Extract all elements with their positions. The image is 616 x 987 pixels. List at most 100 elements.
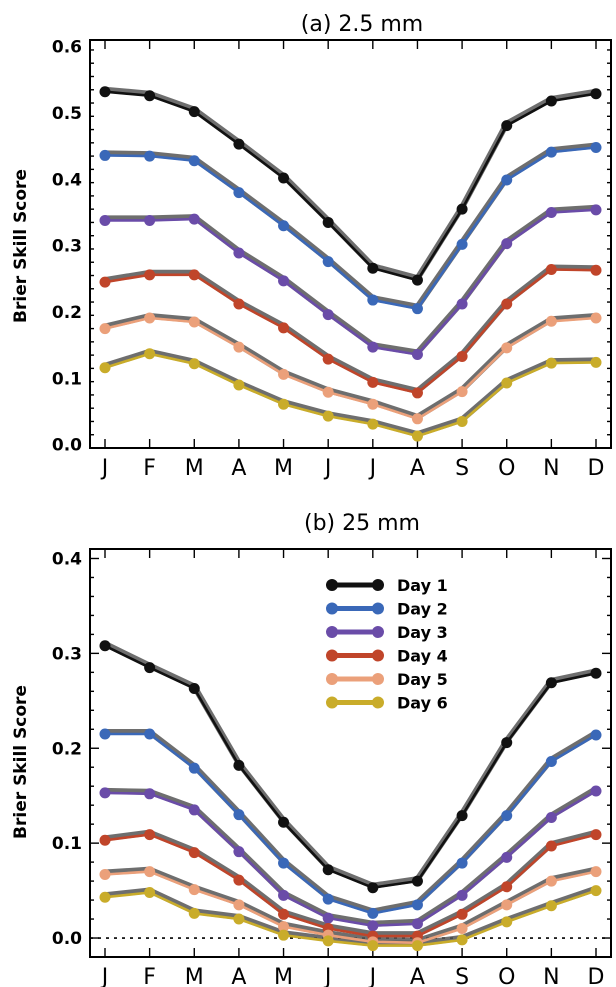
legend-marker-right xyxy=(372,579,384,591)
panel-a-series-point xyxy=(99,323,111,335)
panel-a-series-point xyxy=(590,204,602,216)
panel-a-series-point xyxy=(501,120,513,132)
panel-a-series-point xyxy=(233,379,245,391)
panel-a-series-point xyxy=(456,238,468,250)
panel-a-chart: (a) 2.5 mm Brier Skill Score 0.0 0.1 0.2 0.… xyxy=(11,12,612,481)
panel-b-xtick-label: A xyxy=(231,965,246,987)
panel-b-series-line-3 xyxy=(104,789,597,927)
panel-b-series-point xyxy=(278,816,290,828)
panel-b-ytick-label: 0.2 xyxy=(52,739,82,759)
panel-a-series-point xyxy=(411,413,423,425)
panel-a-series-point xyxy=(590,356,602,368)
panel-a-series-point xyxy=(501,377,513,389)
panel-b-series-point xyxy=(590,667,602,679)
panel-a-ytick-label: 0.3 xyxy=(52,237,82,257)
panel-a-series-point xyxy=(188,155,200,167)
panel-a-series-point xyxy=(188,358,200,370)
panel-a-series-point xyxy=(278,220,290,232)
panel-a-series-point xyxy=(233,187,245,199)
panel-b-series-point xyxy=(144,866,156,878)
panel-b-xtick-label: J xyxy=(323,965,332,987)
panel-a-series-point xyxy=(99,214,111,226)
panel-a-series-point xyxy=(456,203,468,215)
panel-b-xtick-label: A xyxy=(410,965,425,987)
panel-b-series-point xyxy=(411,940,423,952)
panel-b-series-point xyxy=(545,840,557,852)
panel-b-series-point xyxy=(545,812,557,824)
panel-a-ytick-label: 0.4 xyxy=(52,170,82,190)
panel-a-series-point xyxy=(590,312,602,324)
panel-a-series-line-5 xyxy=(104,316,597,421)
panel-a-series-band-4 xyxy=(104,264,597,394)
panel-a-series-point xyxy=(322,386,334,398)
panel-b-series-band-5 xyxy=(104,866,597,944)
panel-b-series-band-3 xyxy=(104,786,598,927)
panel-b-ytick-label: 0.4 xyxy=(52,549,82,569)
panel-b-series-point xyxy=(322,912,334,924)
panel-a-series-point xyxy=(99,276,111,288)
panel-a-series-point xyxy=(590,264,602,276)
legend-marker-right xyxy=(372,673,384,685)
panel-b-series-point xyxy=(590,829,602,841)
panel-a-series-point xyxy=(367,294,379,306)
panel-b-series-point xyxy=(188,804,200,816)
panel-b-series-point xyxy=(411,875,423,887)
panel-b-series-point xyxy=(456,857,468,869)
panel-a-series-point xyxy=(188,106,200,118)
panel-a-series-band-5 xyxy=(104,313,597,420)
panel-b-series-point xyxy=(590,866,602,878)
panel-b-series-point xyxy=(188,847,200,859)
legend-marker-right xyxy=(372,602,384,615)
panel-b-series-point xyxy=(233,874,245,886)
panel-a-ytick-label: 0.1 xyxy=(52,369,82,389)
panel-a-xtick-label: J xyxy=(323,456,332,481)
panel-a-series-point xyxy=(545,357,557,369)
panel-a-xtick-label: S xyxy=(455,456,469,481)
panel-b-series-point xyxy=(501,737,513,749)
panel-b-series-line-2 xyxy=(105,732,597,915)
panel-a-series-point xyxy=(501,298,513,310)
panel-b-series-line-1 xyxy=(104,644,597,889)
panel-b-series-line-4 xyxy=(104,833,597,938)
panel-a-series-point xyxy=(278,322,290,334)
panel-a-series-point xyxy=(322,256,334,268)
panel-b-series-point xyxy=(367,907,379,919)
panel-b-xtick-label: S xyxy=(455,965,469,987)
legend-marker-left xyxy=(326,579,338,591)
panel-b-series-point xyxy=(278,908,290,920)
panel-a-ytick-label: 0.6 xyxy=(52,38,82,58)
legend-label-5: Day 5 xyxy=(397,670,448,689)
panel-a-ytick-label: 0.5 xyxy=(52,104,82,124)
panel-a-series-point xyxy=(367,376,379,388)
panel-b-series-point xyxy=(456,889,468,901)
panel-b-series-point xyxy=(367,940,379,952)
panel-b-legend: Day 1 Day 2 Day 3 Day 4 Day 5 Day 6 xyxy=(326,576,448,713)
panel-b-series-point xyxy=(456,923,468,935)
panel-b-series-point xyxy=(367,882,379,894)
legend-label-4: Day 4 xyxy=(397,647,448,666)
legend-label-2: Day 2 xyxy=(397,600,448,619)
panel-a-series-point xyxy=(278,275,290,287)
panel-a-series-point xyxy=(144,90,156,102)
panel-b-xtick-label: F xyxy=(143,965,156,987)
panel-b-y-axis-label: Brier Skill Score xyxy=(11,685,31,839)
panel-a-series-point xyxy=(456,415,468,427)
panel-b-series-point xyxy=(590,885,602,897)
panel-a-ytick-label: 0.2 xyxy=(52,303,82,323)
legend-marker-left xyxy=(326,626,338,638)
panel-a-xtick-label: O xyxy=(498,456,515,481)
panel-a-series-point xyxy=(322,410,334,422)
panel-b-series-point xyxy=(456,810,468,822)
legend-marker-left xyxy=(326,696,338,709)
panel-a-series-point xyxy=(278,172,290,184)
panel-a-series-point xyxy=(590,88,602,100)
panel-b-series-point xyxy=(99,891,111,903)
panel-b-series-point xyxy=(233,846,245,858)
legend-label-1: Day 1 xyxy=(397,576,448,595)
panel-a-series-point xyxy=(411,274,423,286)
panel-a-series-line-6 xyxy=(104,352,597,438)
panel-a-series-point xyxy=(367,262,379,274)
panel-b-xtick-label: M xyxy=(185,965,204,987)
panel-a-series-point xyxy=(278,398,290,410)
